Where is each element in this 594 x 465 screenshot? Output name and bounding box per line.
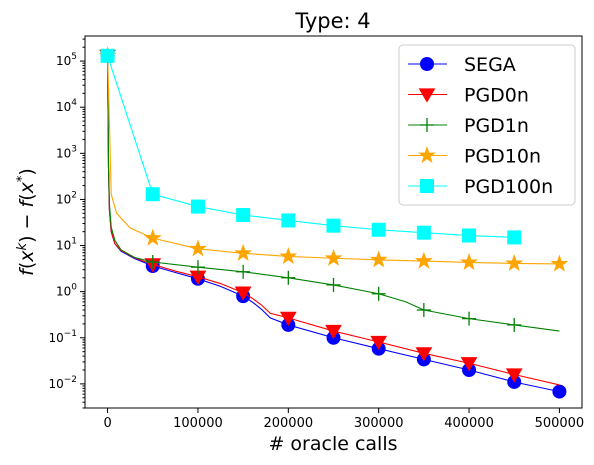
legend-label: PGD10n [464,146,541,168]
legend-marker [420,179,434,193]
legend-label: SEGA [464,54,516,76]
legend-item-sega: SEGA [408,54,516,76]
x-tick-label: 500000 [535,416,585,431]
data-point [460,357,478,372]
y-tick-label: 101 [56,237,77,253]
x-tick-label: 200000 [263,416,313,431]
series-pgd1n [100,48,560,332]
data-point [100,48,115,63]
series-pgd100n [100,48,522,245]
data-point [416,303,431,318]
data-point [462,228,477,243]
data-point [236,264,251,279]
data-point [325,324,342,340]
data-point [505,254,524,272]
legend-marker [420,57,434,71]
data-point [505,368,523,383]
data-point [189,239,207,257]
data-point [279,247,298,265]
y-tick-label: 10−1 [48,329,77,345]
y-tick-label: 10−2 [48,375,77,391]
data-point [416,225,431,240]
x-axis-label: # oracle calls [268,433,397,455]
legend-item-pgd1n: PGD1n [408,115,529,137]
data-point [371,222,386,237]
data-point [234,243,253,261]
x-tick-label: 100000 [173,416,223,431]
series-line [107,55,560,332]
legend-label: PGD100n [464,176,553,198]
legend-item-pgd100n: PGD100n [408,176,553,198]
legend: SEGA PGD0n PGD1n PGD10n PGD100n [398,44,576,206]
data-point [460,253,478,271]
data-point [143,228,162,246]
data-point [236,207,251,222]
legend-box [398,44,576,206]
legend-item-pgd0n: PGD0n [408,85,529,107]
data-point [552,384,567,399]
y-axis-ticks: 10−2 10−1 100 101 102 103 104 105 [48,38,85,409]
data-point [281,270,296,285]
data-point [234,286,252,301]
y-axis-label: f(xk) − f(x*) [15,168,39,276]
data-point [190,260,205,275]
data-point [326,277,341,292]
chart-title: Type: 4 [294,9,370,33]
x-tick-label: 0 [103,416,111,431]
data-point [145,187,160,202]
data-point [279,311,297,326]
data-point [507,230,522,245]
legend-marker [418,88,436,103]
y-tick-label: 103 [56,144,77,160]
data-point [190,199,205,214]
legend-marker [420,118,434,132]
data-point [462,311,477,326]
series-line [107,55,560,386]
legend-label: PGD1n [464,115,529,137]
data-point [324,248,343,266]
data-point [415,347,433,362]
data-point [371,286,386,301]
data-point [507,317,522,332]
legend-marker [418,146,436,164]
series-layer [98,46,569,399]
data-point [550,254,569,272]
data-point [369,250,388,268]
y-tick-label: 100 [56,283,77,299]
x-axis-ticks: 0 100000 200000 300000 400000 500000 [103,408,584,431]
data-point [281,213,296,228]
data-point [370,335,388,351]
data-point [326,218,341,233]
legend-label: PGD0n [464,85,529,107]
data-point [145,254,160,269]
x-tick-label: 400000 [444,416,494,431]
y-tick-label: 102 [56,190,77,206]
plot-frame [84,35,583,409]
series-pgd10n [98,46,569,272]
legend-item-pgd10n: PGD10n [408,146,541,168]
y-tick-label: 104 [56,98,77,114]
x-tick-label: 300000 [354,416,404,431]
y-tick-label: 105 [56,52,77,68]
series-line [107,55,515,238]
data-point [414,251,433,269]
